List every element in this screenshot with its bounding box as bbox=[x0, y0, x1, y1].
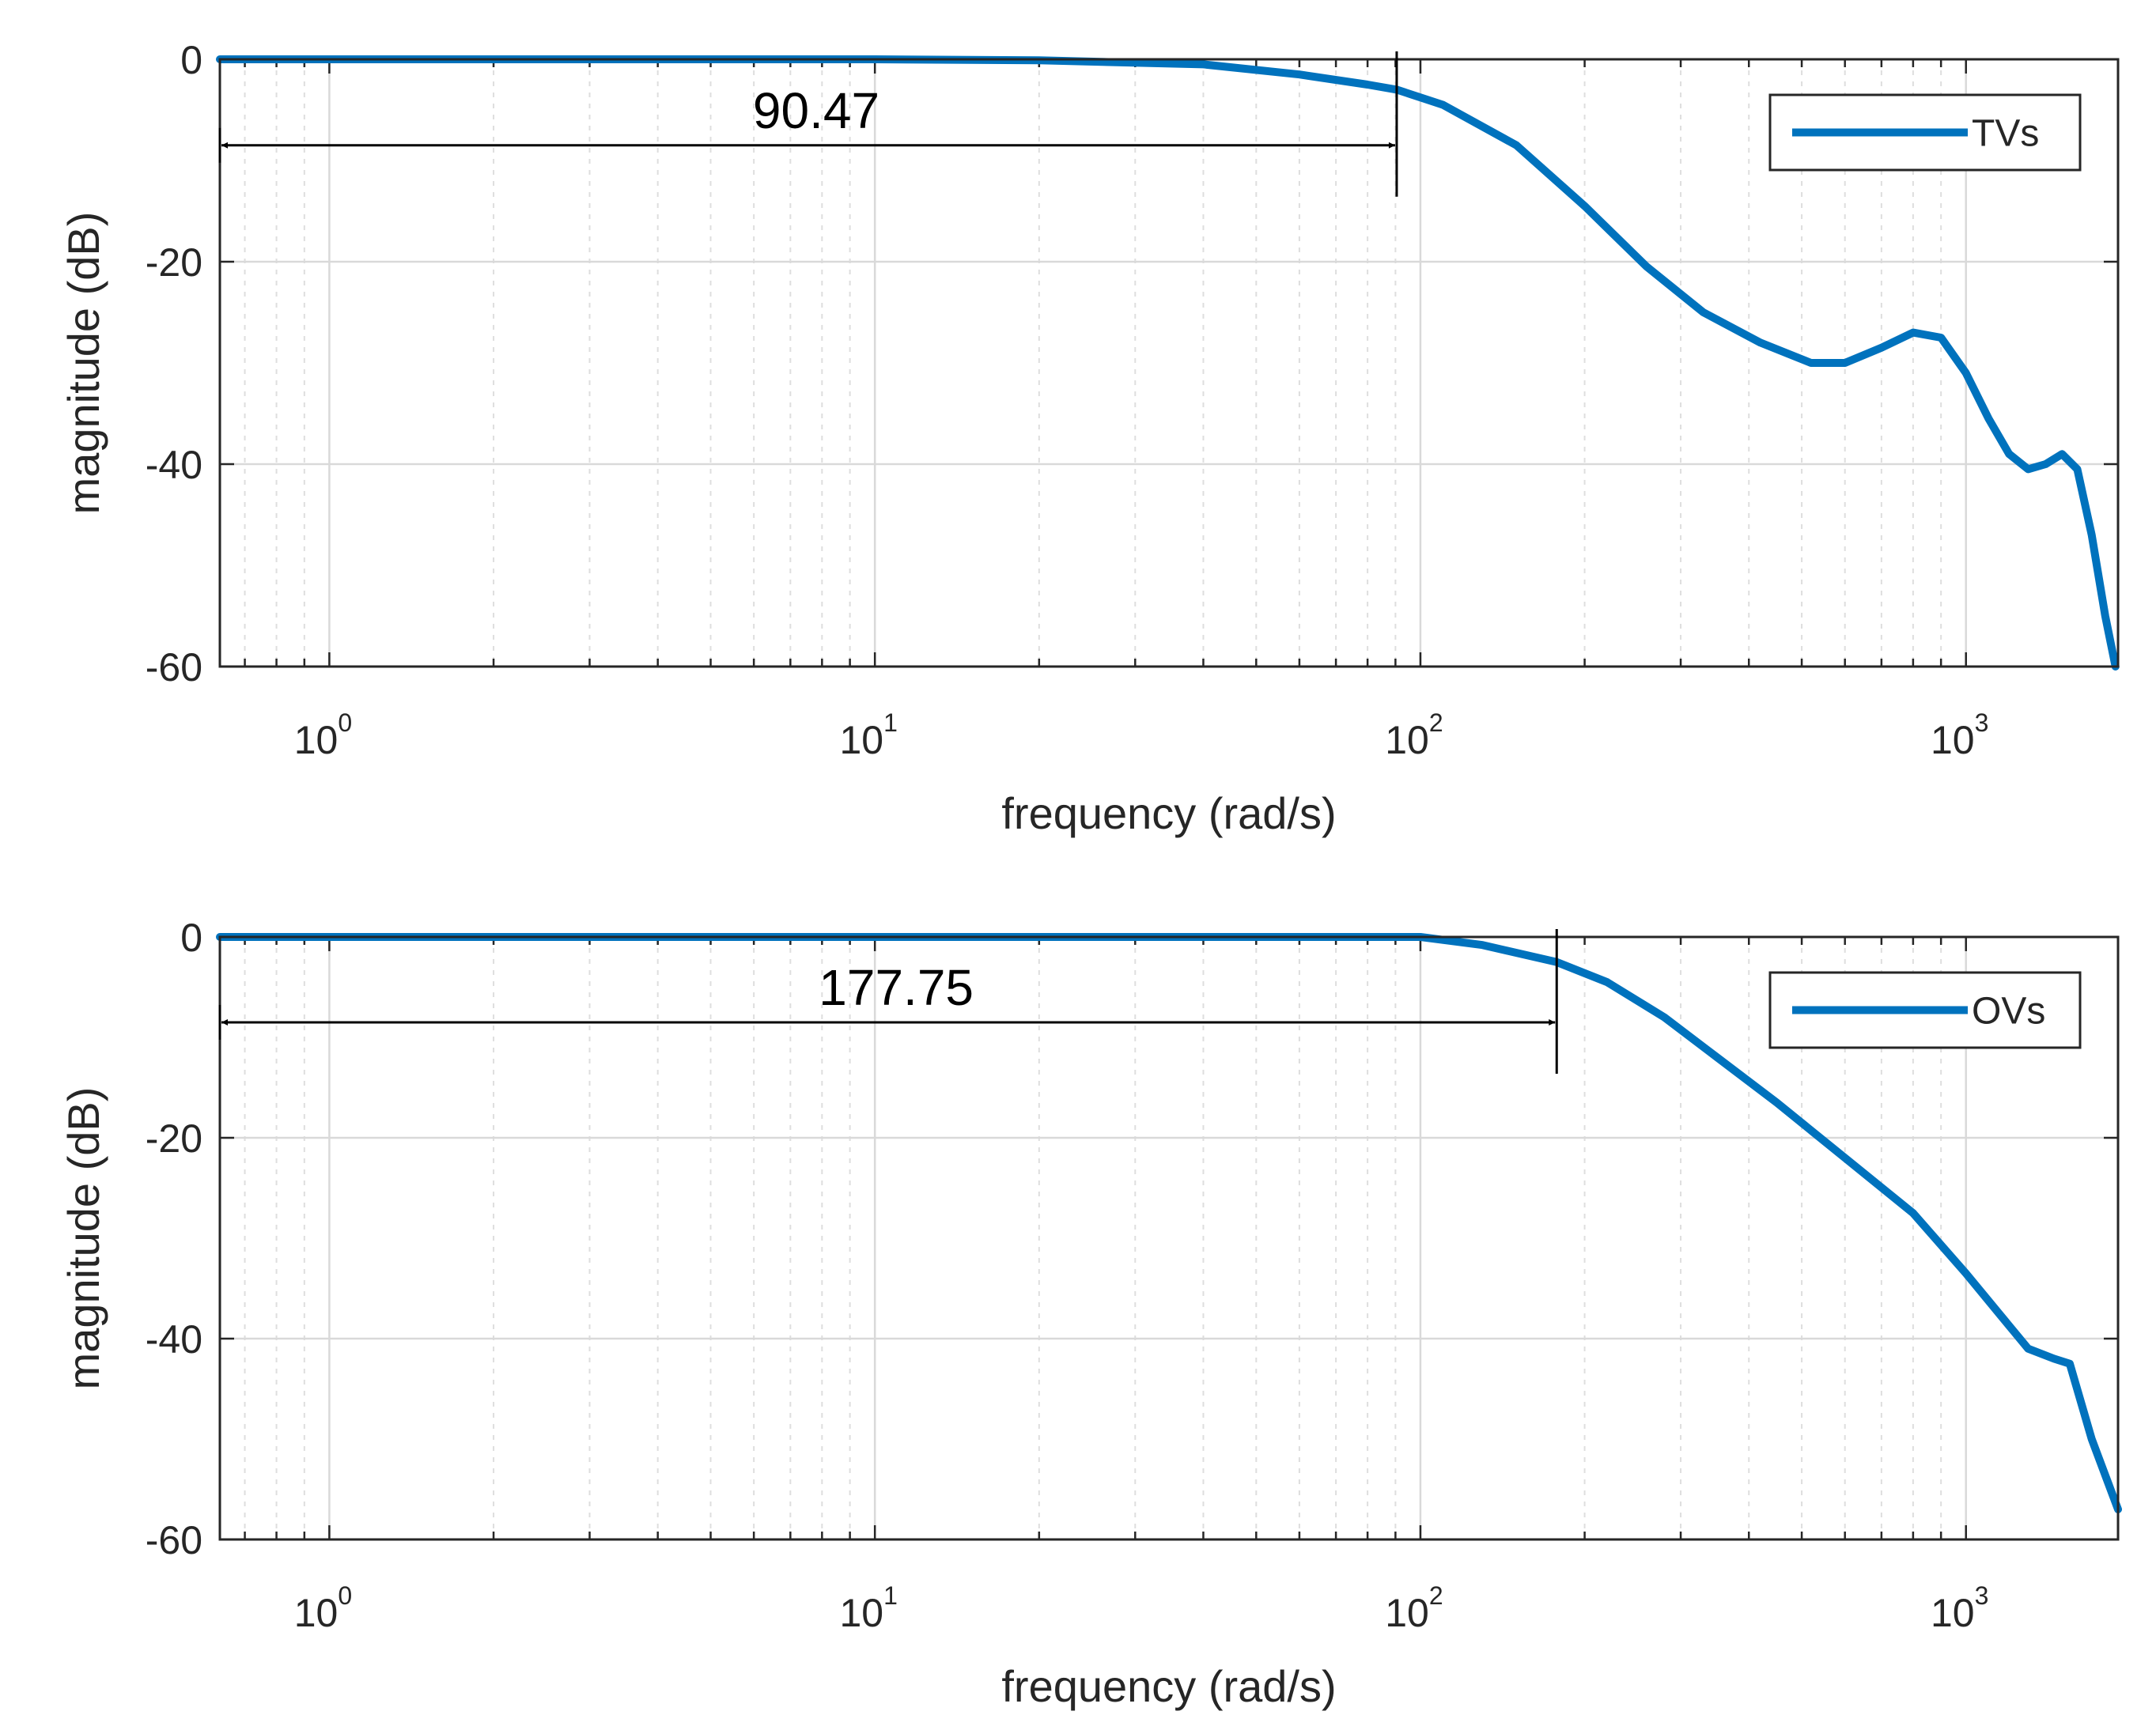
legend: OVs bbox=[1768, 971, 2082, 1049]
x-tick-label: 101 bbox=[839, 708, 897, 762]
x-tick-base: 10 bbox=[1931, 1591, 1975, 1635]
legend-label: OVs bbox=[1972, 991, 2045, 1033]
bandwidth-annotation: 90.47 bbox=[218, 51, 1398, 197]
x-tick-exponent: 1 bbox=[883, 708, 898, 737]
x-tick-exponent: 2 bbox=[1429, 1581, 1443, 1610]
x-tick-exponent: 3 bbox=[1975, 708, 1989, 737]
x-tick-base: 10 bbox=[839, 718, 883, 762]
x-tick-label: 100 bbox=[294, 1581, 352, 1635]
y-tick-label: -60 bbox=[146, 645, 202, 689]
y-tick-label: -20 bbox=[146, 240, 202, 285]
legend-label: TVs bbox=[1972, 113, 2039, 155]
axes-box bbox=[218, 935, 2120, 1541]
x-tick-base: 10 bbox=[294, 718, 339, 762]
x-axis-label: frequency (rad/s) bbox=[1001, 1661, 1336, 1711]
y-tick-label: -40 bbox=[146, 1317, 202, 1362]
x-tick-label: 101 bbox=[839, 1581, 897, 1635]
bandwidth-annotation: 177.75 bbox=[218, 929, 1558, 1074]
x-tick-label: 100 bbox=[294, 708, 352, 762]
x-tick-label: 103 bbox=[1931, 708, 1988, 762]
x-tick-base: 10 bbox=[839, 1591, 883, 1635]
x-axis-label: frequency (rad/s) bbox=[1001, 788, 1336, 838]
x-tick-exponent: 2 bbox=[1429, 708, 1443, 737]
legend: TVs bbox=[1768, 93, 2082, 172]
bandwidth-value-label: 90.47 bbox=[753, 82, 879, 139]
x-tick-exponent: 3 bbox=[1975, 1581, 1989, 1610]
y-tick-label: 0 bbox=[180, 38, 202, 82]
x-tick-base: 10 bbox=[294, 1591, 339, 1635]
x-tick-label: 103 bbox=[1931, 1581, 1988, 1635]
y-tick-label: -20 bbox=[146, 1116, 202, 1161]
y-axis-label: magnitude (dB) bbox=[59, 1087, 108, 1390]
x-tick-base: 10 bbox=[1931, 718, 1975, 762]
x-tick-exponent: 0 bbox=[338, 1581, 352, 1610]
x-tick-exponent: 0 bbox=[338, 708, 352, 737]
x-tick-base: 10 bbox=[1385, 1591, 1429, 1635]
y-axis-label: magnitude (dB) bbox=[59, 212, 108, 515]
y-tick-label: 0 bbox=[180, 916, 202, 960]
bandwidth-value-label: 177.75 bbox=[819, 959, 974, 1016]
x-tick-label: 102 bbox=[1385, 708, 1443, 762]
x-tick-base: 10 bbox=[1385, 718, 1429, 762]
x-tick-label: 102 bbox=[1385, 1581, 1443, 1635]
y-tick-label: -60 bbox=[146, 1518, 202, 1562]
x-tick-exponent: 1 bbox=[883, 1581, 898, 1610]
axes-box bbox=[218, 58, 2120, 668]
y-tick-label: -40 bbox=[146, 443, 202, 487]
